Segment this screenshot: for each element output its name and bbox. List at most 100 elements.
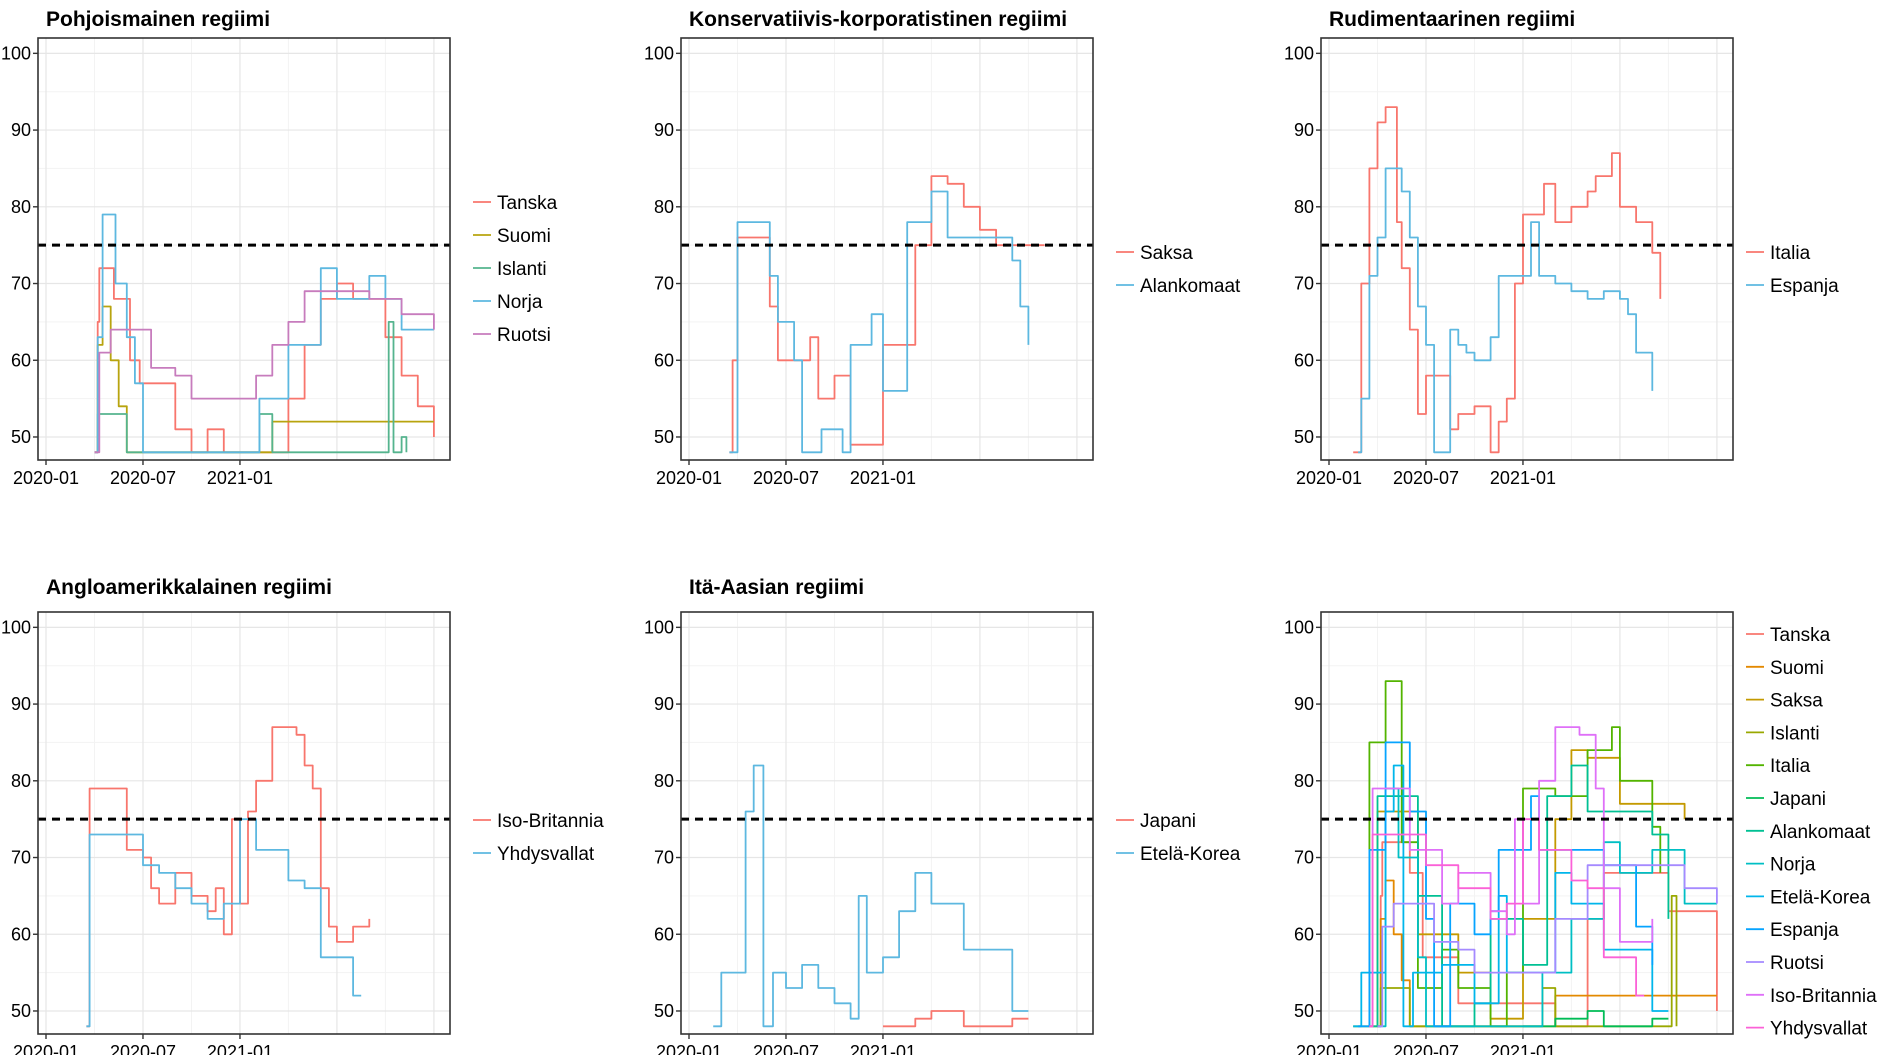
legend-label: Ruotsi — [1770, 953, 1824, 974]
y-tick-label: 70 — [654, 848, 674, 868]
plot-border — [680, 611, 1094, 1035]
y-tick-label: 80 — [1294, 197, 1314, 217]
legend-label: Suomi — [497, 226, 551, 247]
panel-3: 50 60 70 80 90 100 2020-01 2020-07 2021-01 Rudime… — [1284, 8, 1839, 488]
y-tick-label: 50 — [1294, 427, 1314, 447]
legend-label: Ruotsi — [497, 325, 551, 346]
legend-label: Saksa — [1770, 691, 1823, 712]
y-tick-label: 50 — [654, 427, 674, 447]
x-tick-label: 2020-07 — [110, 468, 176, 488]
plot-background — [1321, 612, 1733, 1034]
x-tick-label: 2021-01 — [850, 468, 916, 488]
y-tick-label: 60 — [1294, 350, 1314, 370]
series-line-yhdysvallat — [86, 818, 362, 1028]
plot-border — [37, 37, 451, 461]
y-tick-label: 90 — [654, 694, 674, 714]
x-tick-label: 2021-01 — [1490, 1042, 1556, 1055]
y-tick-label: 60 — [11, 350, 31, 370]
legend-label: Etelä-Korea — [1140, 844, 1241, 865]
y-tick-label: 80 — [654, 771, 674, 791]
x-tick-label: 2020-07 — [1393, 468, 1459, 488]
series-line-suomi — [94, 305, 434, 454]
legend-label: Tanska — [497, 193, 558, 214]
plot-border — [37, 611, 451, 1035]
series-line-alankomaat — [729, 190, 1030, 454]
legend: Italia Espanja — [1746, 243, 1839, 297]
plot-background — [38, 612, 450, 1034]
legend: Japani Etelä-Korea — [1116, 811, 1241, 865]
legend-label: Alankomaat — [1140, 276, 1241, 297]
x-tick-label: 2020-01 — [656, 1042, 722, 1055]
y-tick-label: 50 — [11, 427, 31, 447]
x-tick-label: 2020-07 — [1393, 1042, 1459, 1055]
plot-border — [1320, 37, 1734, 461]
series-line-ruotsi — [1377, 864, 1718, 1028]
legend-label: Espanja — [1770, 276, 1839, 297]
x-tick-label: 2021-01 — [207, 1042, 273, 1055]
y-tick-label: 90 — [1294, 120, 1314, 140]
series-line-espanja — [1358, 167, 1654, 454]
series-line-islanti — [94, 321, 408, 454]
y-tick-label: 80 — [654, 197, 674, 217]
panel-6: 50 60 70 80 90 100 2020-01 2020-07 2021-01 Tanska… — [1284, 611, 1877, 1055]
legend-label: Etelä-Korea — [1770, 887, 1871, 908]
panel-4: 50 60 70 80 90 100 2020-01 2020-07 2021-01 Angloa… — [1, 576, 604, 1055]
y-tick-label: 100 — [644, 617, 674, 637]
plot-border — [680, 37, 1094, 461]
y-tick-label: 60 — [654, 350, 674, 370]
y-tick-label: 100 — [1284, 43, 1314, 63]
legend: Iso-Britannia Yhdysvallat — [473, 811, 604, 865]
plot-background — [681, 38, 1093, 460]
legend-label: Yhdysvallat — [497, 844, 595, 865]
x-tick-label: 2020-07 — [110, 1042, 176, 1055]
x-tick-label: 2020-01 — [656, 468, 722, 488]
legend-label: Islanti — [497, 259, 547, 280]
series-line-ruotsi — [94, 290, 435, 454]
y-tick-label: 70 — [11, 848, 31, 868]
panel-title: Angloamerikkalainen regiimi — [46, 576, 332, 599]
legend-label: Yhdysvallat — [1770, 1019, 1868, 1040]
plot-background — [38, 38, 450, 460]
legend-label: Espanja — [1770, 920, 1839, 941]
legend: Tanska Suomi Saksa Islanti Italia Japani Alank… — [1746, 625, 1877, 1040]
y-tick-label: 70 — [1294, 848, 1314, 868]
y-tick-label: 100 — [644, 43, 674, 63]
plot-background — [681, 612, 1093, 1034]
y-tick-label: 50 — [654, 1001, 674, 1021]
series-line-alankomaat — [1369, 764, 1670, 1028]
legend-label: Japani — [1140, 811, 1196, 832]
panel-5: 50 60 70 80 90 100 2020-01 2020-07 2021-01 Itä-Aa… — [644, 576, 1241, 1055]
y-tick-label: 80 — [1294, 771, 1314, 791]
x-tick-label: 2020-01 — [13, 468, 79, 488]
panel-title: Rudimentaarinen regiimi — [1329, 8, 1575, 31]
series-line-japani — [883, 1010, 1029, 1028]
legend-label: Iso-Britannia — [497, 811, 604, 832]
y-tick-label: 80 — [11, 771, 31, 791]
panel-2: 50 60 70 80 90 100 2020-01 2020-07 2021-01 Konser… — [644, 8, 1241, 488]
y-tick-label: 100 — [1284, 617, 1314, 637]
x-tick-label: 2021-01 — [207, 468, 273, 488]
x-tick-label: 2021-01 — [850, 1042, 916, 1055]
legend-label: Iso-Britannia — [1770, 986, 1877, 1007]
series-line-norja — [94, 213, 434, 454]
legend-label: Norja — [1770, 855, 1816, 876]
series-line-italia — [1353, 106, 1662, 454]
legend-label: Saksa — [1140, 243, 1193, 264]
y-tick-label: 60 — [1294, 924, 1314, 944]
y-tick-label: 90 — [654, 120, 674, 140]
y-tick-label: 50 — [1294, 1001, 1314, 1021]
y-tick-label: 70 — [1294, 274, 1314, 294]
panel-title: Pohjoismainen regiimi — [46, 8, 270, 31]
legend-label: Italia — [1770, 243, 1811, 264]
legend-label: Tanska — [1770, 625, 1831, 646]
y-tick-label: 90 — [11, 694, 31, 714]
series-line-japani — [1523, 1010, 1669, 1028]
x-tick-label: 2020-01 — [13, 1042, 79, 1055]
legend-label: Norja — [497, 292, 543, 313]
y-tick-label: 90 — [11, 120, 31, 140]
y-tick-label: 70 — [654, 274, 674, 294]
legend-label: Suomi — [1770, 658, 1824, 679]
y-tick-label: 60 — [654, 924, 674, 944]
y-tick-label: 80 — [11, 197, 31, 217]
